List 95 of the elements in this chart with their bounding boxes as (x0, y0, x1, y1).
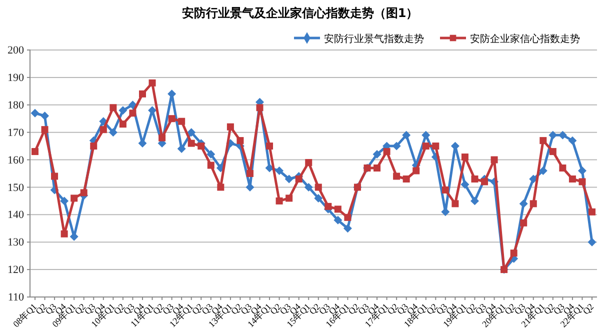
point (80, 189, 88, 196)
point (334, 206, 342, 213)
y-tick-label: 180 (8, 99, 24, 112)
point (177, 144, 186, 154)
point (422, 130, 430, 140)
point (549, 148, 556, 156)
point (118, 106, 128, 115)
point (481, 178, 488, 186)
point (178, 118, 186, 125)
point (30, 108, 40, 118)
point (275, 166, 284, 175)
point (460, 180, 470, 189)
y-tick-label: 130 (8, 236, 24, 249)
point (559, 164, 566, 172)
point (256, 104, 264, 112)
point (246, 170, 254, 177)
point (568, 175, 576, 182)
point (236, 137, 244, 144)
point (588, 208, 596, 216)
point (207, 162, 214, 169)
point (187, 128, 196, 137)
point (471, 175, 478, 182)
point (60, 230, 68, 238)
point (470, 196, 479, 206)
point (383, 148, 390, 156)
point (138, 90, 146, 98)
point (344, 214, 352, 221)
y-tick-label: 190 (8, 72, 24, 84)
point (266, 142, 274, 150)
point (148, 79, 156, 86)
point (548, 130, 558, 140)
point (100, 126, 107, 134)
point (314, 184, 322, 191)
point (540, 137, 547, 144)
y-tick-label: 160 (8, 154, 24, 166)
point (402, 175, 410, 182)
point (119, 120, 126, 128)
y-tick-label: 140 (8, 209, 24, 222)
legend-label: 安防行业景气指数走势 (324, 33, 424, 45)
point (578, 178, 586, 186)
point (284, 174, 294, 184)
point (510, 250, 518, 257)
point (305, 159, 312, 166)
y-tick-label: 110 (8, 292, 24, 304)
point (90, 142, 98, 150)
point (402, 130, 411, 140)
point (519, 199, 528, 208)
y-tick-label: 120 (8, 264, 24, 276)
point (41, 126, 48, 134)
point (206, 150, 216, 159)
point (32, 148, 38, 156)
point (442, 186, 449, 194)
y-tick-label: 150 (8, 182, 24, 194)
point (295, 175, 302, 182)
point (343, 224, 352, 233)
point (276, 197, 283, 204)
point (520, 219, 528, 226)
point (324, 202, 332, 210)
y-tick-label: 200 (8, 44, 24, 57)
point (198, 142, 205, 150)
point (60, 196, 69, 206)
point (314, 194, 323, 202)
point (372, 150, 382, 159)
point (432, 142, 440, 150)
point (40, 112, 50, 120)
point (578, 166, 586, 175)
y-tick-label: 170 (8, 126, 24, 139)
point (226, 123, 234, 130)
point (217, 184, 224, 191)
point (168, 115, 176, 122)
point (461, 154, 468, 161)
point (374, 164, 381, 172)
point (128, 100, 137, 110)
point (568, 136, 577, 145)
point (108, 128, 118, 137)
point (588, 238, 596, 246)
point (412, 167, 420, 174)
legend-label: 安防企业家信心指数走势 (470, 33, 580, 45)
point (158, 134, 166, 142)
point (51, 172, 58, 180)
point (393, 172, 400, 180)
point (490, 156, 498, 164)
point (334, 216, 342, 224)
point (392, 142, 401, 150)
point (70, 194, 78, 202)
point (452, 200, 459, 208)
point (110, 104, 117, 112)
chart-title: 安防行业景气及企业家信心指数走势（图1） (182, 6, 418, 20)
point (422, 142, 430, 150)
point (129, 110, 136, 117)
point (286, 194, 293, 202)
point (538, 166, 548, 175)
point (530, 200, 537, 208)
point (188, 140, 195, 147)
point (304, 182, 313, 192)
